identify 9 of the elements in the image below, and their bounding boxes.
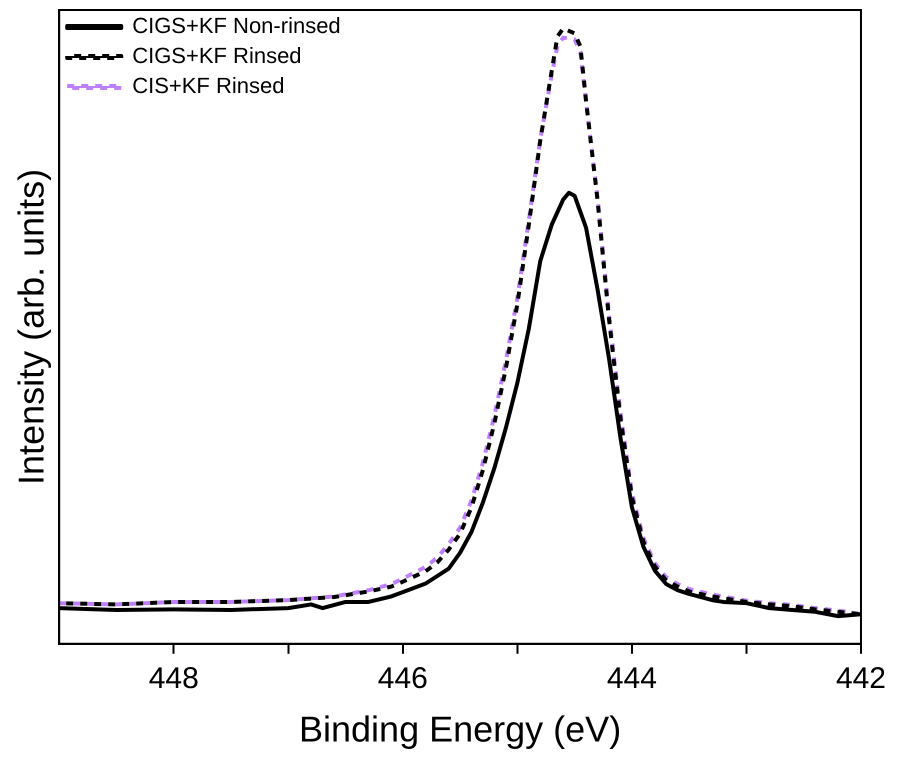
x-axis-title: Binding Energy (eV) — [299, 708, 622, 750]
x-tick-label: 442 — [836, 662, 886, 696]
x-tick-label: 444 — [606, 662, 657, 696]
legend-label: CIGS+KF Rinsed — [132, 43, 302, 68]
legend-label: CIS+KF Rinsed — [132, 73, 284, 98]
x-tick-label: 446 — [378, 662, 428, 696]
legend-label: CIGS+KF Non-rinsed — [132, 13, 341, 38]
y-axis-title: Intensity (arb. units) — [10, 168, 52, 485]
x-tick-label: 448 — [148, 662, 199, 696]
